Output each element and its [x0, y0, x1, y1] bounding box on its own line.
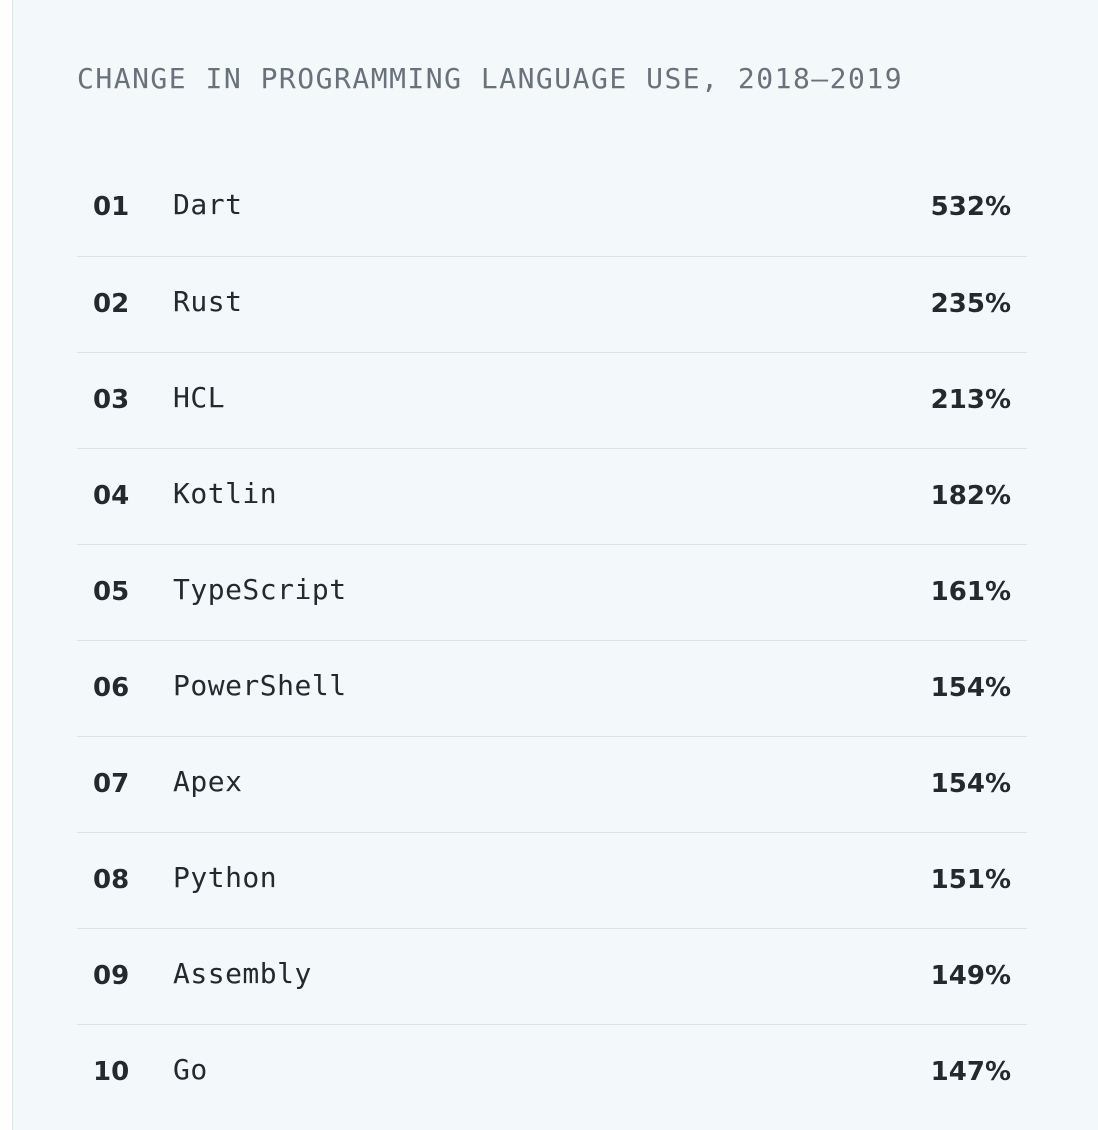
- language-name: TypeScript: [173, 573, 347, 606]
- rank-label: 02: [93, 289, 130, 319]
- change-value: 213%: [930, 385, 1011, 415]
- language-name: Dart: [173, 188, 243, 221]
- table-row: 06 PowerShell 154%: [77, 640, 1027, 736]
- change-value: 161%: [930, 577, 1011, 607]
- language-name: Rust: [173, 285, 243, 318]
- rank-label: 03: [93, 385, 130, 415]
- table-row: 10 Go 147%: [77, 1024, 1027, 1120]
- table-row: 01 Dart 532%: [77, 160, 1027, 256]
- language-name: Python: [173, 861, 278, 894]
- rank-label: 07: [93, 769, 130, 799]
- rank-label: 05: [93, 577, 130, 607]
- table-row: 04 Kotlin 182%: [77, 448, 1027, 544]
- language-name: Go: [173, 1053, 208, 1086]
- table-row: 08 Python 151%: [77, 832, 1027, 928]
- chart-panel: CHANGE IN PROGRAMMING LANGUAGE USE, 2018…: [12, 0, 1098, 1130]
- change-value: 235%: [930, 289, 1011, 319]
- rank-label: 01: [93, 192, 130, 222]
- change-value: 149%: [930, 961, 1011, 991]
- rank-label: 06: [93, 673, 130, 703]
- rank-label: 09: [93, 961, 130, 991]
- table-row: 05 TypeScript 161%: [77, 544, 1027, 640]
- chart-title: CHANGE IN PROGRAMMING LANGUAGE USE, 2018…: [77, 62, 904, 95]
- change-value: 532%: [930, 192, 1011, 222]
- change-value: 182%: [930, 481, 1011, 511]
- change-value: 154%: [930, 673, 1011, 703]
- change-value: 151%: [930, 865, 1011, 895]
- language-name: Assembly: [173, 957, 312, 990]
- table-row: 09 Assembly 149%: [77, 928, 1027, 1024]
- language-name: HCL: [173, 381, 226, 414]
- rank-label: 10: [93, 1057, 130, 1087]
- rank-label: 04: [93, 481, 130, 511]
- table-row: 02 Rust 235%: [77, 256, 1027, 352]
- change-value: 147%: [930, 1057, 1011, 1087]
- language-name: PowerShell: [173, 669, 347, 702]
- language-name: Kotlin: [173, 477, 278, 510]
- table-row: 07 Apex 154%: [77, 736, 1027, 832]
- table-row: 03 HCL 213%: [77, 352, 1027, 448]
- ranking-table: 01 Dart 532% 02 Rust 235% 03 HCL 213% 04 Kotlin 182…: [77, 160, 1027, 1120]
- change-value: 154%: [930, 769, 1011, 799]
- language-name: Apex: [173, 765, 243, 798]
- rank-label: 08: [93, 865, 130, 895]
